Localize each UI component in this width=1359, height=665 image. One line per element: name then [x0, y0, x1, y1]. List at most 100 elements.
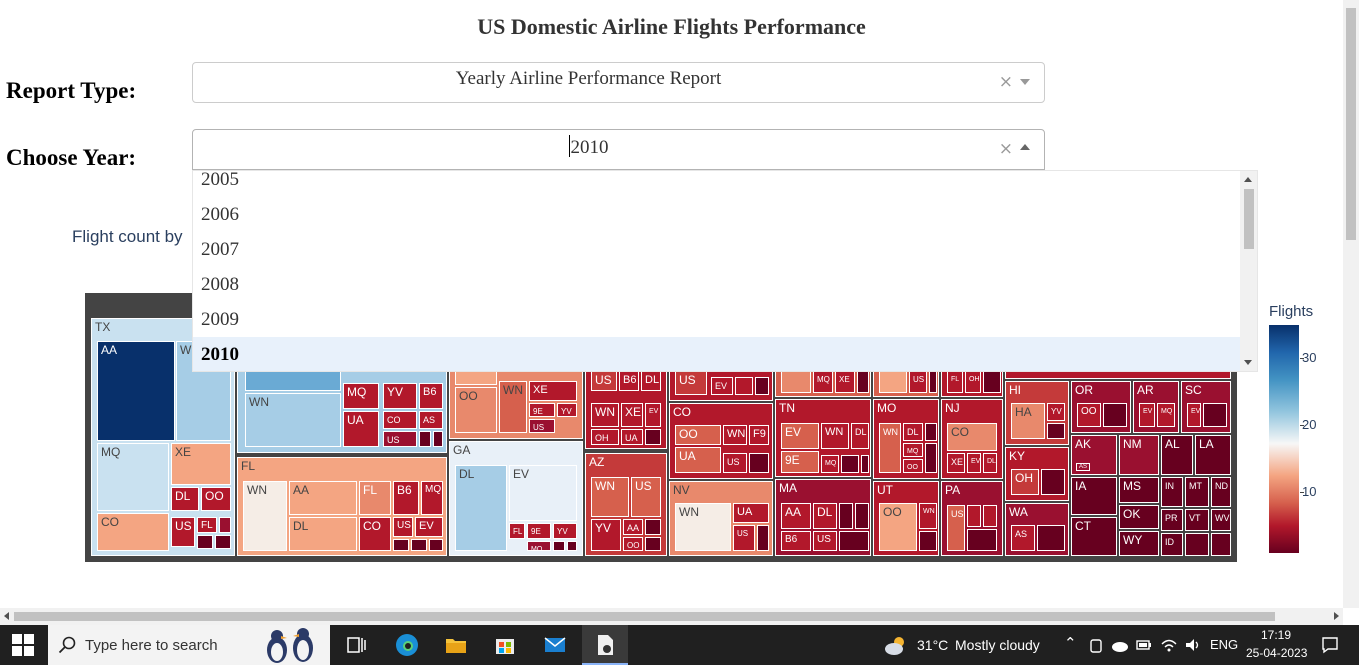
carrier-tile[interactable]: AA: [781, 503, 811, 529]
carrier-tile[interactable]: [1103, 403, 1127, 427]
carrier-tile[interactable]: WN: [919, 503, 937, 529]
carrier-tile[interactable]: [879, 371, 907, 393]
carrier-tile[interactable]: US: [393, 517, 413, 537]
carrier-tile[interactable]: XE: [171, 443, 231, 485]
carrier-tile[interactable]: DL: [903, 423, 923, 441]
carrier-tile[interactable]: [929, 371, 937, 393]
carrier-tile[interactable]: XE: [529, 381, 577, 401]
scroll-up-icon[interactable]: [1244, 177, 1252, 182]
carrier-tile[interactable]: [1037, 525, 1065, 551]
carrier-tile[interactable]: FL: [947, 371, 963, 393]
carrier-tile[interactable]: MQ: [527, 541, 551, 551]
network-people-icon[interactable]: [1088, 638, 1104, 654]
carrier-tile[interactable]: WN: [821, 423, 849, 449]
carrier-tile[interactable]: OH: [965, 371, 981, 393]
carrier-tile[interactable]: YV: [591, 519, 621, 551]
task-view-icon[interactable]: [345, 633, 369, 657]
chevron-up-icon[interactable]: [1020, 144, 1030, 150]
carrier-tile[interactable]: [219, 517, 231, 533]
menu-scroll-thumb[interactable]: [1244, 189, 1254, 249]
carrier-tile[interactable]: US: [723, 453, 747, 473]
carrier-tile[interactable]: [755, 377, 769, 395]
carrier-tile[interactable]: [1041, 469, 1065, 495]
state-tile[interactable]: [1185, 533, 1209, 556]
horizontal-scroll-thumb[interactable]: [14, 612, 1275, 621]
carrier-tile[interactable]: [919, 531, 937, 551]
carrier-tile[interactable]: OO: [879, 503, 917, 551]
carrier-tile[interactable]: [983, 505, 997, 527]
carrier-tile[interactable]: DL: [813, 503, 837, 529]
carrier-tile[interactable]: [645, 429, 661, 445]
carrier-tile[interactable]: [925, 423, 937, 441]
chevron-down-icon[interactable]: [1020, 79, 1030, 85]
clock-time[interactable]: 17:19: [1261, 628, 1292, 642]
carrier-tile[interactable]: UA: [343, 411, 379, 447]
carrier-tile[interactable]: [757, 525, 769, 551]
vertical-scrollbar[interactable]: [1343, 0, 1359, 608]
carrier-tile[interactable]: US: [947, 505, 965, 551]
carrier-tile[interactable]: [735, 377, 753, 395]
carrier-tile[interactable]: FL: [359, 481, 391, 515]
carrier-tile[interactable]: [429, 539, 443, 551]
carrier-tile[interactable]: MQ: [97, 443, 169, 511]
carrier-tile[interactable]: [781, 371, 811, 393]
mail-icon[interactable]: [543, 633, 567, 657]
clear-icon[interactable]: ×: [998, 72, 1013, 92]
carrier-tile[interactable]: YV: [1047, 403, 1065, 421]
state-tile-vt[interactable]: VT: [1185, 509, 1209, 531]
state-tile-ms[interactable]: MS: [1119, 477, 1159, 503]
carrier-tile[interactable]: [553, 541, 565, 551]
report-type-dropdown[interactable]: Yearly Airline Performance Report ×: [192, 62, 1045, 103]
carrier-tile[interactable]: [967, 529, 997, 551]
state-tile-ia[interactable]: IA: [1071, 477, 1117, 515]
year-options-menu[interactable]: 2005 2006 2007 2008 2009 2010: [192, 170, 1258, 372]
carrier-tile[interactable]: US: [909, 371, 927, 393]
weather-description[interactable]: Mostly cloudy: [955, 637, 1040, 653]
carrier-tile[interactable]: [645, 519, 661, 535]
carrier-tile[interactable]: WN: [723, 425, 747, 445]
carrier-tile[interactable]: XE: [835, 371, 855, 393]
year-option-selected[interactable]: 2010: [193, 337, 1240, 371]
carrier-tile[interactable]: [839, 531, 869, 551]
state-tile[interactable]: [1211, 533, 1231, 556]
carrier-tile[interactable]: DL: [171, 487, 199, 511]
carrier-tile[interactable]: DL: [641, 371, 661, 391]
year-dropdown[interactable]: 2010 ×: [192, 129, 1045, 170]
carrier-tile[interactable]: UA: [733, 503, 769, 523]
carrier-tile[interactable]: WN: [591, 477, 629, 517]
carrier-tile[interactable]: CO: [383, 411, 417, 429]
carrier-tile[interactable]: XE: [621, 403, 643, 427]
carrier-tile[interactable]: DL: [289, 517, 357, 551]
carrier-tile[interactable]: [455, 371, 497, 385]
carrier-tile[interactable]: WN: [499, 381, 527, 433]
carrier-tile[interactable]: F9: [749, 425, 769, 445]
carrier-tile[interactable]: DL: [455, 465, 507, 551]
carrier-tile[interactable]: EV: [967, 453, 981, 473]
carrier-tile[interactable]: WN: [675, 503, 731, 551]
taskbar-search-box[interactable]: Type here to search: [48, 625, 330, 665]
carrier-tile[interactable]: OH: [1011, 469, 1039, 495]
carrier-tile[interactable]: [861, 455, 869, 473]
carrier-tile[interactable]: US: [813, 531, 837, 551]
carrier-tile[interactable]: OO: [903, 459, 923, 473]
carrier-tile[interactable]: AS: [419, 411, 443, 429]
carrier-tile[interactable]: US: [733, 525, 755, 551]
carrier-tile[interactable]: MQ: [813, 371, 833, 393]
carrier-tile[interactable]: HA: [1011, 403, 1045, 439]
onedrive-cloud-icon[interactable]: [1111, 639, 1129, 653]
carrier-tile[interactable]: [1203, 403, 1227, 427]
carrier-tile[interactable]: US: [631, 477, 661, 517]
carrier-tile[interactable]: OO: [1077, 403, 1101, 427]
clear-icon[interactable]: ×: [998, 139, 1013, 159]
year-option[interactable]: 2007: [201, 239, 239, 260]
year-option[interactable]: 2009: [201, 309, 239, 330]
carrier-tile[interactable]: US: [529, 419, 555, 433]
carrier-tile[interactable]: [855, 503, 869, 529]
state-tile-pr[interactable]: PR: [1161, 509, 1183, 531]
file-explorer-icon[interactable]: [444, 633, 468, 657]
menu-scrollbar[interactable]: [1240, 171, 1257, 371]
horizontal-scrollbar[interactable]: [0, 608, 1343, 625]
scroll-left-icon[interactable]: [4, 612, 9, 620]
carrier-tile[interactable]: MQ: [821, 455, 839, 473]
carrier-tile[interactable]: FL: [509, 523, 525, 539]
